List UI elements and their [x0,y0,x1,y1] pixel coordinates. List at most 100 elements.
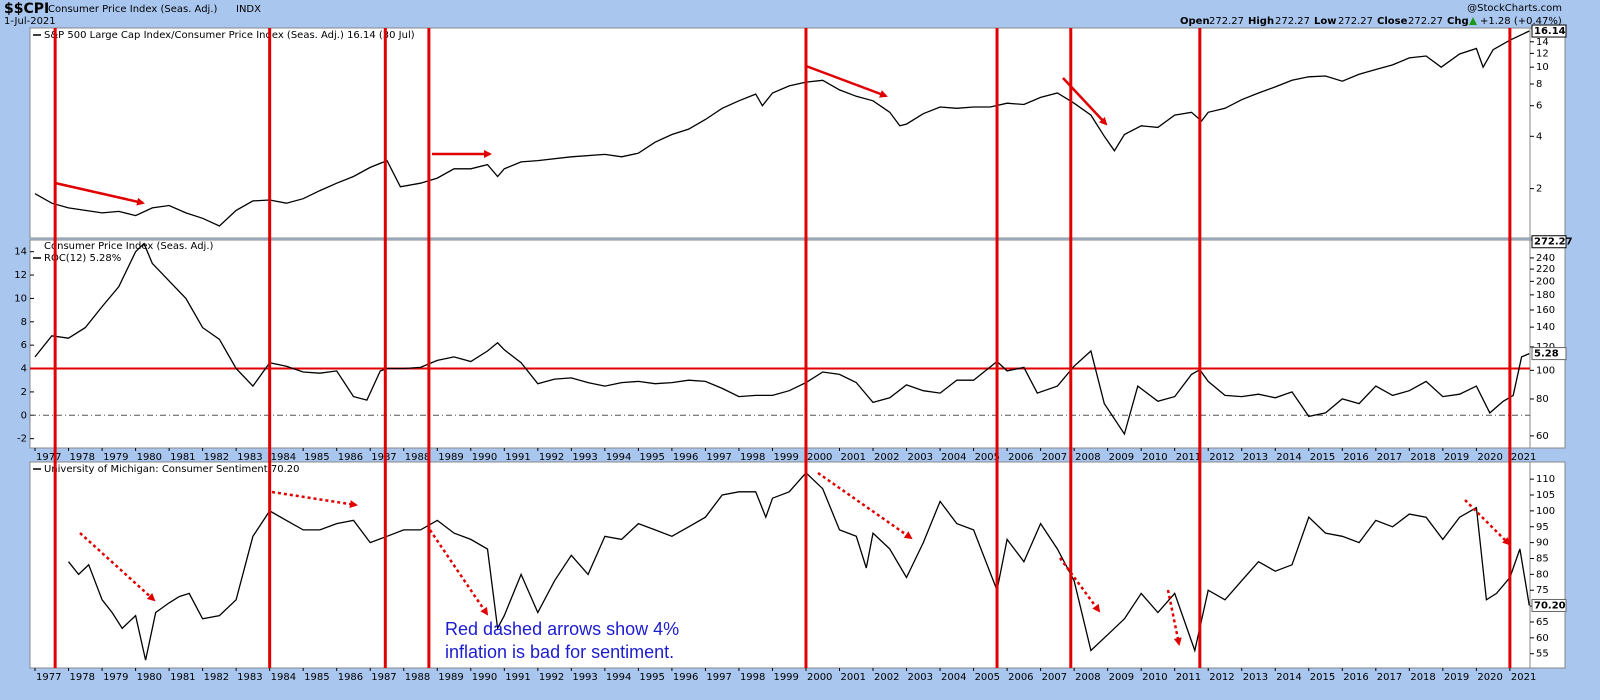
x-tick-label: 2015 [1310,452,1335,463]
x-tick-label: 1983 [237,452,262,463]
y-tick-label: 10 [1536,62,1549,73]
x-tick-label: 1992 [539,452,564,463]
dashed-arrow [1058,557,1101,613]
x-tick-label: 1996 [673,452,698,463]
y-tick-label: 8 [21,317,27,328]
x-tick-label: 2020 [1477,672,1502,683]
legend-entry: ROC(12) 5.28% [44,253,121,264]
y-tick-label: 65 [1536,617,1549,628]
exchange: INDX [236,4,261,15]
y2-tick-label: 80 [1536,394,1549,405]
open: 272.27 [1209,16,1244,27]
x-tick-label: 2003 [908,452,933,463]
x-tick-label: 1994 [606,672,631,683]
up-arrow [1469,17,1477,25]
x-tick-label: 1995 [639,452,664,463]
annotation-text: inflation is bad for sentiment. [445,642,674,662]
annotation-arrows [54,64,1511,646]
value-tag: 16.14 [1534,26,1566,37]
x-tick-label: 1979 [103,672,128,683]
y-tick-label: 60 [1536,633,1549,644]
y2-tick-label: 180 [1536,290,1555,301]
x-tick-label: 1988 [405,672,430,683]
y-tick-label: 14 [1536,37,1549,48]
x-tick-label: 1980 [137,452,162,463]
x-tick-label: 2007 [1042,452,1067,463]
x-tick-label: 1977 [36,672,61,683]
x-tick-label: 2018 [1410,672,1435,683]
x-tick-label: 2016 [1343,452,1368,463]
date: 1-Jul-2021 [4,16,56,27]
x-tick-label: 2008 [1075,452,1100,463]
x-tick-label: 2019 [1444,452,1469,463]
panel-title: Consumer Price Index (Seas. Adj.) [44,241,214,252]
y-tick-label: 12 [14,270,27,281]
x-tick-label: 2021 [1511,672,1536,683]
x-tick-label: 2006 [1008,452,1033,463]
panel [29,239,1566,449]
x-tick-label: 1990 [472,452,497,463]
y-tick-label: 95 [1536,522,1549,533]
value-tag: 272.27 [1534,237,1573,248]
x-tick-label: 1990 [472,672,497,683]
y-tick-label: 0 [21,410,27,421]
y2-tick-label: 220 [1536,264,1555,275]
close-label: Close [1377,16,1408,27]
y2-tick-label: 100 [1536,365,1555,376]
y-tick-label: 100 [1536,506,1555,517]
y-tick-label: 90 [1536,538,1549,549]
x-tick-label: 2020 [1477,452,1502,463]
x-tick-label: 1978 [70,452,95,463]
x-tick-label: 2011 [1176,452,1201,463]
y-tick-label: 2 [1536,184,1542,195]
high-label: High [1248,16,1274,27]
y-tick-label: 105 [1536,490,1555,501]
x-tick-label: 1989 [438,452,463,463]
x-tick-label: 2009 [1109,452,1134,463]
x-tick-label: 1988 [405,452,430,463]
x-tick-label: 2003 [908,672,933,683]
x-tick-label: 2014 [1276,672,1301,683]
x-tick-label: 1985 [304,672,329,683]
x-tick-label: 1979 [103,452,128,463]
dashed-arrow [428,529,489,616]
value-tag-box [1531,235,1567,249]
symbol-name: Consumer Price Index (Seas. Adj.) [48,4,218,15]
x-tick-label: 2012 [1209,452,1234,463]
x-tick-label: 1989 [438,672,463,683]
x-tick-label: 1983 [237,672,262,683]
x-tick-label: 2002 [874,672,899,683]
x-tick-label: 1985 [304,452,329,463]
x-tick-label: 1993 [572,672,597,683]
x-tick-label: 1997 [706,672,731,683]
x-tick-label: 1982 [204,452,229,463]
low: 272.27 [1338,16,1373,27]
y-tick-label: 85 [1536,553,1549,564]
series-line [34,30,1530,227]
x-tick-label: 2016 [1343,672,1368,683]
x-tick-label: 2010 [1142,672,1167,683]
y-tick-label: 80 [1536,569,1549,580]
symbol: $$CPI [4,1,49,17]
dashed-arrow [79,532,156,602]
x-tick-label: 1996 [673,672,698,683]
x-tick-label: 2008 [1075,672,1100,683]
x-tick-label: 2007 [1042,672,1067,683]
dashed-arrow [271,490,358,509]
y-tick-label: 110 [1536,474,1555,485]
panel [29,461,1566,669]
x-tick-label: 2019 [1444,672,1469,683]
y-tick-label: 6 [21,340,27,351]
x-tick-label: 2015 [1310,672,1335,683]
x-tick-label: 2001 [840,452,865,463]
x-tick-label: 1981 [170,452,195,463]
x-tick-label: 1991 [505,672,530,683]
x-tick-label: 1993 [572,452,597,463]
x-tick-label: 2017 [1377,672,1402,683]
x-tick-label: 2013 [1243,672,1268,683]
y-tick-label: 55 [1536,649,1549,660]
x-tick-label: 2009 [1109,672,1134,683]
x-tick-label: 2010 [1142,452,1167,463]
y2-tick-label: 240 [1536,253,1555,264]
